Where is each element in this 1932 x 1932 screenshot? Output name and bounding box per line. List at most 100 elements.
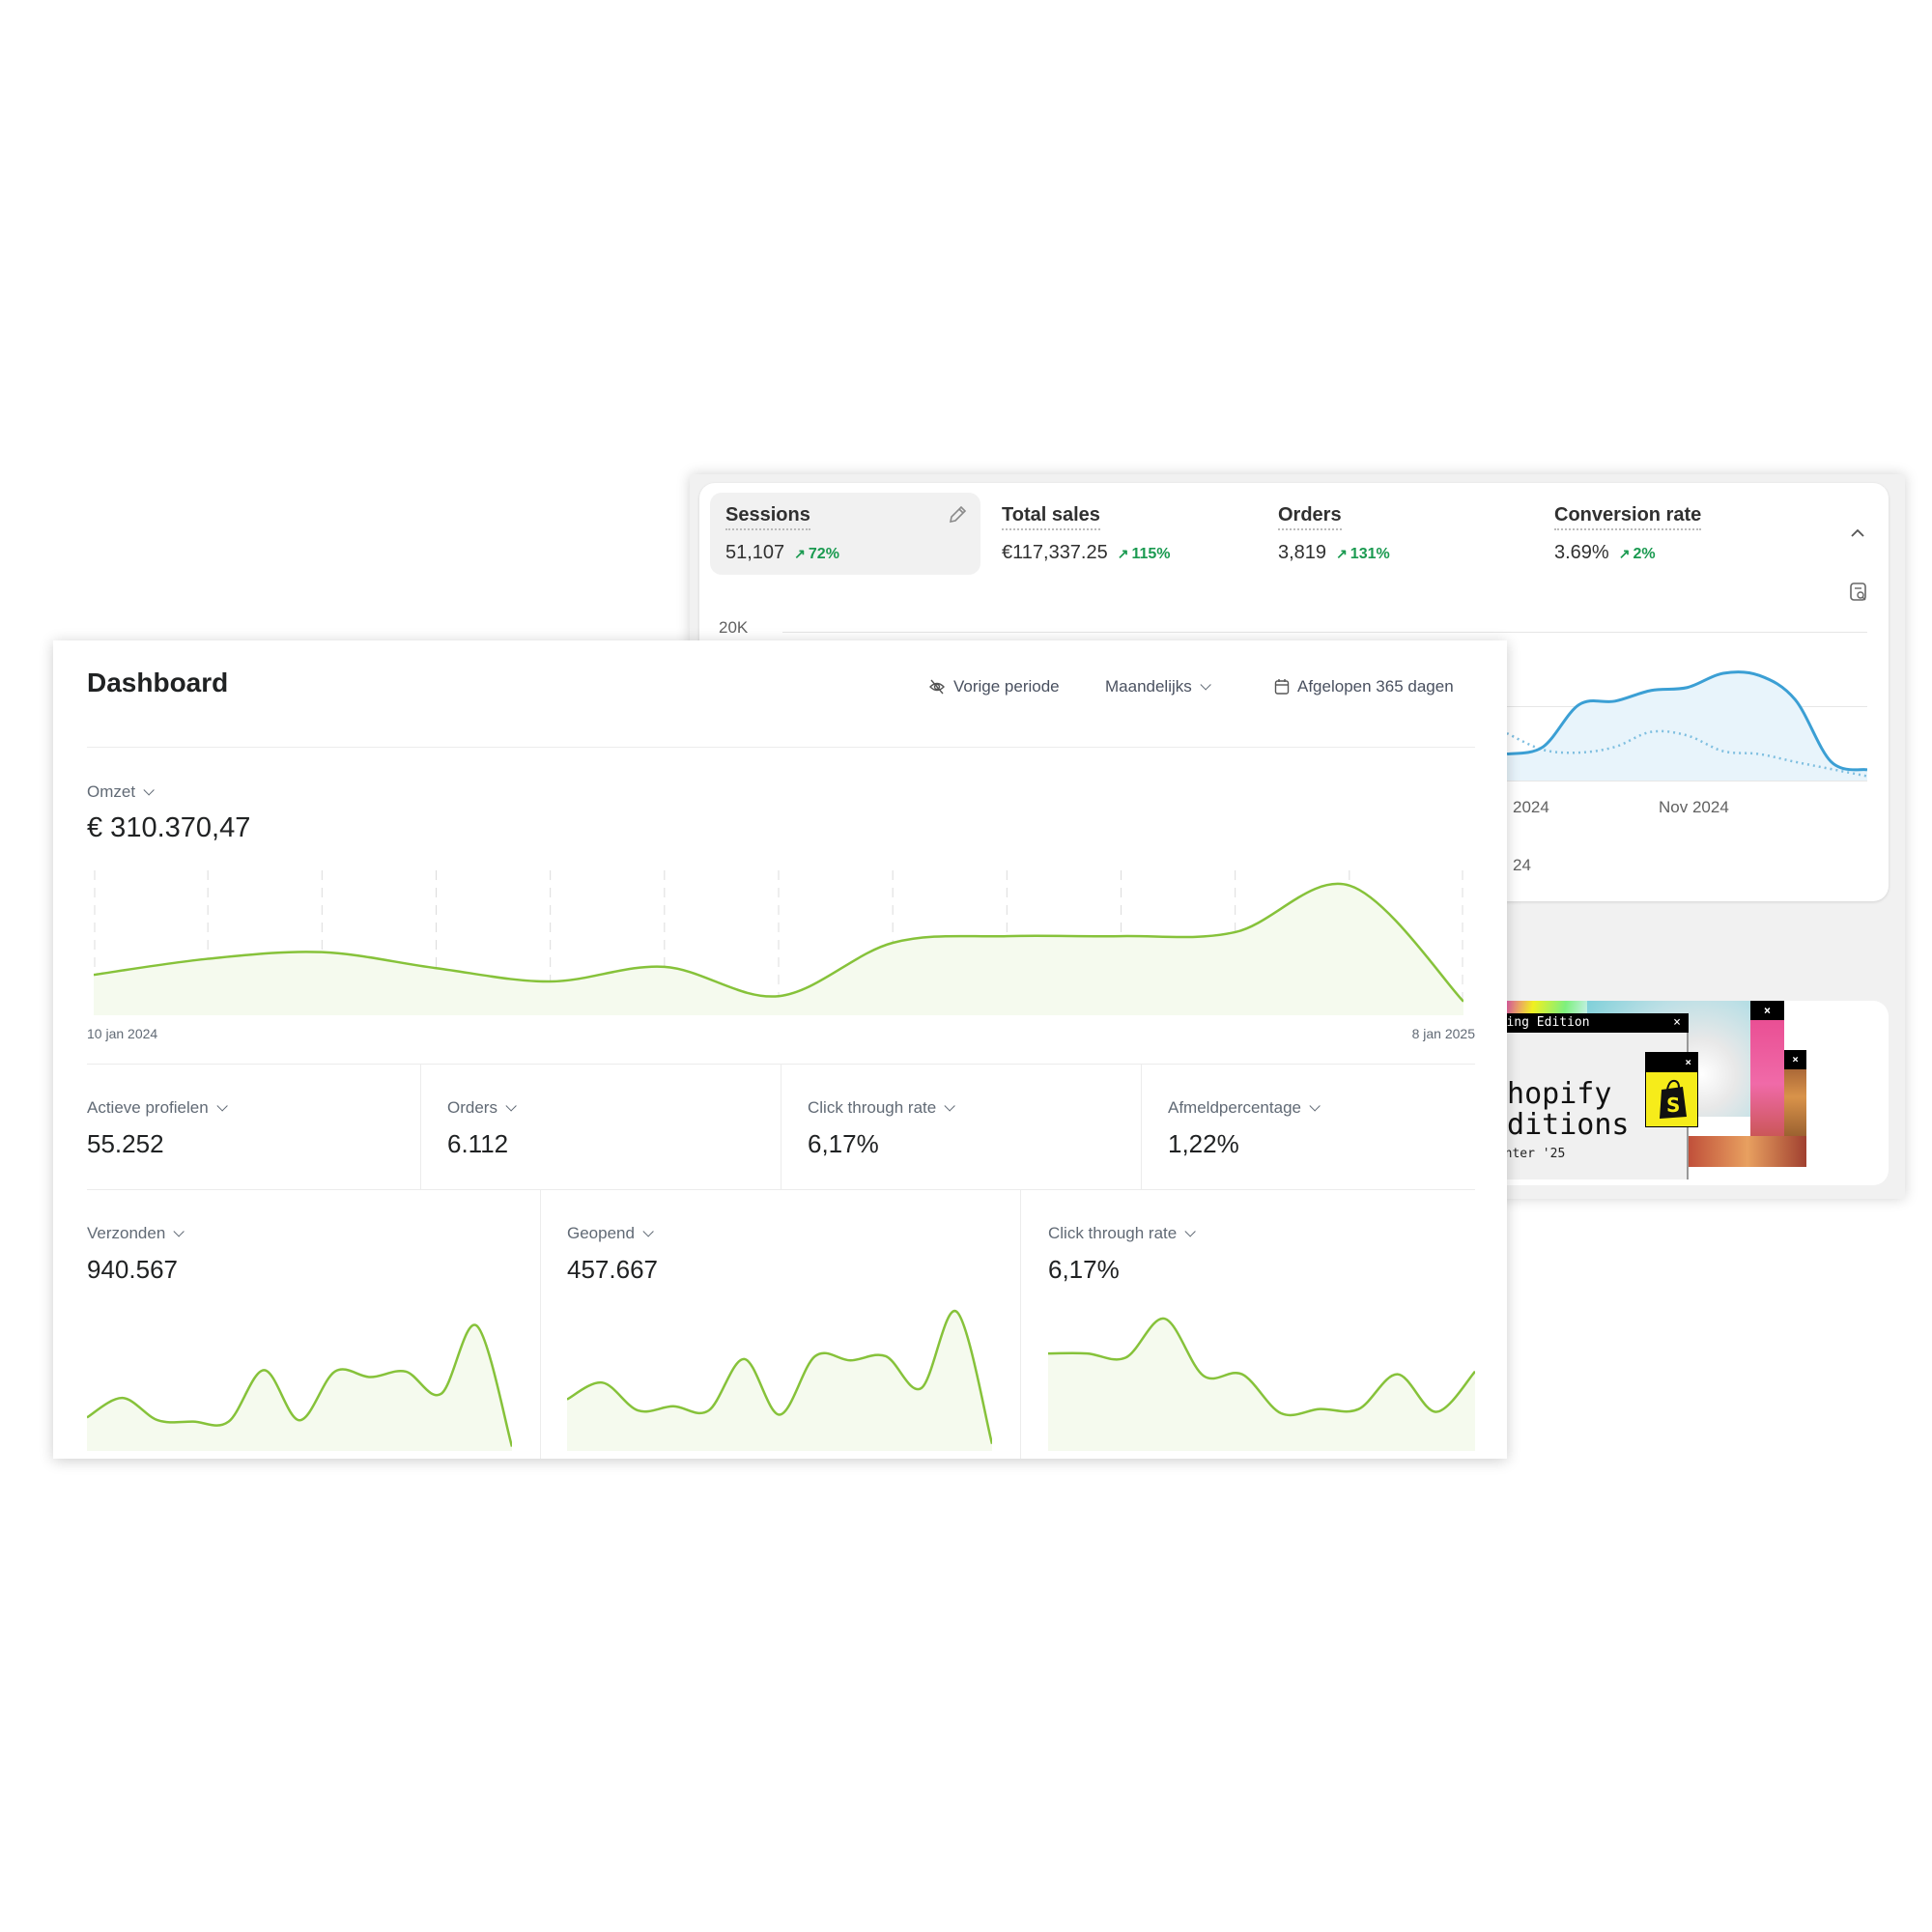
metric-sent[interactable]: Verzonden 940.567 <box>87 1224 185 1285</box>
revenue-value: € 310.370,47 <box>87 812 251 843</box>
opened-sparkline <box>567 1310 992 1451</box>
sessions-chart <box>1507 670 1867 781</box>
revenue-line <box>94 882 1463 1003</box>
svg-text:S: S <box>1666 1094 1680 1117</box>
metric-sessions[interactable]: Sessions 51,107 72% <box>725 504 839 564</box>
sparkline-area <box>87 1324 512 1451</box>
metric-click-through-rate-2[interactable]: Click through rate 6,17% <box>1048 1224 1197 1285</box>
dashboard-panel: Dashboard Vorige periode Maandelijks Afg… <box>53 640 1507 1459</box>
metric-label: Click through rate <box>808 1098 937 1117</box>
eye-off-icon <box>929 679 945 695</box>
metric-value: €117,337.25 <box>1002 542 1108 563</box>
sparkline-line <box>1048 1317 1475 1417</box>
metric-value: 51,107 <box>725 542 785 563</box>
metric-active-profiles[interactable]: Actieve profielen 55.252 <box>87 1098 228 1159</box>
sent-sparkline <box>87 1323 512 1451</box>
metric-label: Omzet <box>87 782 136 801</box>
compare-label: Vorige periode <box>953 677 1060 696</box>
banner-floral-strip <box>1689 1136 1806 1167</box>
chevron-down-icon <box>944 1100 956 1112</box>
sparkline-area <box>567 1311 992 1451</box>
sparkline-line <box>567 1310 992 1445</box>
metric-unsubscribe-rate[interactable]: Afmeldpercentage 1,22% <box>1168 1098 1321 1159</box>
interval-label: Maandelijks <box>1105 677 1192 696</box>
interval-dropdown[interactable]: Maandelijks <box>1105 677 1211 696</box>
x-axis-end-label: 8 jan 2025 <box>1411 1026 1475 1041</box>
metric-label: Geopend <box>567 1224 635 1242</box>
banner-subtitle: Winter '25 <box>1490 1147 1566 1161</box>
compare-previous-period-toggle[interactable]: Vorige periode <box>928 677 1060 696</box>
pencil-icon[interactable] <box>947 504 968 526</box>
banner-window-title: Boring Edition <box>1484 1015 1590 1030</box>
metric-conversion-rate[interactable]: Conversion rate 3.69% 2% <box>1554 504 1702 564</box>
metric-label: Afmeldpercentage <box>1168 1098 1301 1117</box>
metric-orders[interactable]: Orders 6.112 <box>447 1098 517 1159</box>
metric-orders[interactable]: Orders 3,819 131% <box>1278 504 1390 564</box>
series-line-current <box>1507 670 1867 772</box>
metric-value: 6,17% <box>1048 1255 1120 1284</box>
metric-label: Conversion rate <box>1554 504 1702 530</box>
revenue-metric-dropdown[interactable]: Omzet <box>87 782 155 802</box>
metric-label: Click through rate <box>1048 1224 1178 1242</box>
banner-window-titlebar: Boring Edition × <box>1463 1013 1689 1033</box>
chevron-down-icon <box>642 1226 654 1237</box>
metric-label: Verzonden <box>87 1224 166 1242</box>
ctr-sparkline <box>1048 1317 1475 1451</box>
metric-change: 72% <box>794 546 839 563</box>
metric-total-sales[interactable]: Total sales €117,337.25 115% <box>1002 504 1171 564</box>
metric-label: Sessions <box>725 504 810 530</box>
metric-value: 940.567 <box>87 1255 178 1284</box>
chevron-down-icon <box>216 1100 228 1112</box>
revenue-area <box>94 883 1463 1015</box>
sparkline-line <box>87 1323 512 1447</box>
metric-change: 131% <box>1336 546 1390 563</box>
metric-value: 3,819 <box>1278 542 1327 563</box>
sparkline-area <box>1048 1318 1475 1451</box>
close-icon: × <box>1750 1001 1784 1020</box>
series-line-previous <box>1507 729 1867 778</box>
close-icon: × <box>1784 1050 1806 1069</box>
x-tick-year: 24 <box>1513 856 1531 874</box>
chevron-up-icon[interactable] <box>1848 526 1867 541</box>
calendar-icon <box>1274 679 1290 695</box>
column-separator <box>420 1064 421 1189</box>
search-document-icon[interactable] <box>1847 581 1870 604</box>
metric-value: 6,17% <box>808 1129 879 1158</box>
shopify-bag-icon: S <box>1660 1079 1687 1119</box>
x-axis-start-label: 10 jan 2024 <box>87 1026 158 1041</box>
metric-click-through-rate[interactable]: Click through rate 6,17% <box>808 1098 956 1159</box>
column-separator <box>1020 1189 1021 1459</box>
banner-headline: Shopify Editions <box>1490 1077 1630 1142</box>
sessions-tile[interactable] <box>710 493 980 575</box>
metric-label: Total sales <box>1002 504 1100 530</box>
metric-value: 3.69% <box>1554 542 1609 563</box>
date-range-label: Afgelopen 365 dagen <box>1297 677 1454 696</box>
metric-change: 2% <box>1619 546 1655 563</box>
series-area-current <box>1507 671 1867 781</box>
close-icon: × <box>1646 1053 1697 1072</box>
close-icon: × <box>1673 1015 1681 1030</box>
chevron-down-icon <box>1184 1226 1197 1237</box>
chevron-down-icon <box>505 1100 517 1112</box>
chevron-down-icon <box>1309 1100 1321 1112</box>
y-tick-label: 20K <box>719 618 749 637</box>
metric-value: 55.252 <box>87 1129 164 1158</box>
page-title: Dashboard <box>87 668 229 697</box>
chevron-down-icon <box>1200 679 1211 691</box>
divider <box>87 747 1475 748</box>
metric-value: 6.112 <box>447 1129 509 1158</box>
metric-value: 1,22% <box>1168 1129 1239 1158</box>
metric-label: Orders <box>1278 504 1342 530</box>
chevron-down-icon <box>143 784 155 796</box>
revenue-chart <box>94 870 1463 1015</box>
metric-change: 115% <box>1118 546 1170 563</box>
x-tick-label: Nov 2024 <box>1659 798 1729 816</box>
metric-opened[interactable]: Geopend 457.667 <box>567 1224 658 1285</box>
column-separator <box>1141 1064 1142 1189</box>
shopify-editions-banner[interactable]: × × Boring Edition × Shopify Editions Wint… <box>1463 1001 1889 1185</box>
chevron-down-icon <box>173 1226 185 1237</box>
banner-shopify-window: × S <box>1645 1052 1698 1127</box>
metric-label: Actieve profielen <box>87 1098 209 1117</box>
x-tick-label: 2024 <box>1513 798 1549 816</box>
date-range-picker[interactable]: Afgelopen 365 dagen <box>1274 677 1454 696</box>
